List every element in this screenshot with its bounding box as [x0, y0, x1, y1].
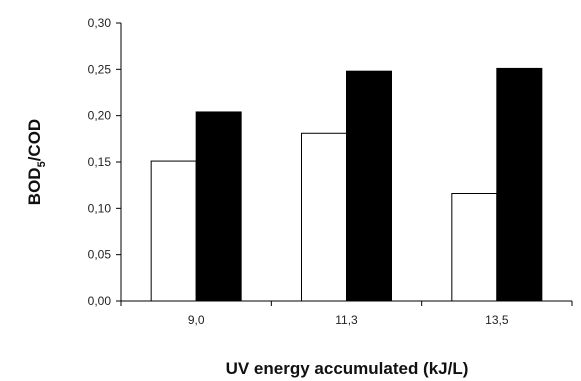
x-tick-label: 13,5: [485, 313, 509, 327]
bar-series-1-1: [150, 160, 197, 302]
y-axis-ticks: 0,00 0,05 0,10 0,15 0,20 0,25 0,30: [88, 16, 121, 308]
y-tick-label: 0,00: [88, 294, 112, 308]
x-tick-label: 9,0: [188, 313, 205, 327]
bar-series-2-2: [346, 70, 392, 302]
bar-series-1-3: [451, 193, 498, 302]
x-tick-label: 11,3: [335, 313, 358, 327]
bar-series-2-3: [496, 67, 543, 302]
bars: [150, 67, 543, 302]
y-axis-title-rest: /COD: [25, 119, 44, 162]
y-tick-label: 0,15: [88, 155, 112, 169]
x-axis-ticks: 9,0 11,3 13,5: [120, 301, 573, 327]
x-axis-title: UV energy accumulated (kJ/L): [226, 359, 469, 378]
y-axis-title: BOD5/COD: [25, 119, 48, 205]
y-tick-label: 0,30: [88, 16, 112, 30]
y-tick-label: 0,05: [88, 248, 112, 262]
y-axis-title-main: BOD: [25, 167, 44, 205]
bar-series-2-1: [195, 111, 242, 302]
y-tick-label: 0,25: [88, 62, 112, 76]
bar-series-1-2: [301, 132, 347, 302]
y-axis-title-subscript: 5: [36, 161, 48, 167]
y-tick-label: 0,10: [88, 201, 112, 215]
y-tick-label: 0,20: [88, 109, 112, 123]
